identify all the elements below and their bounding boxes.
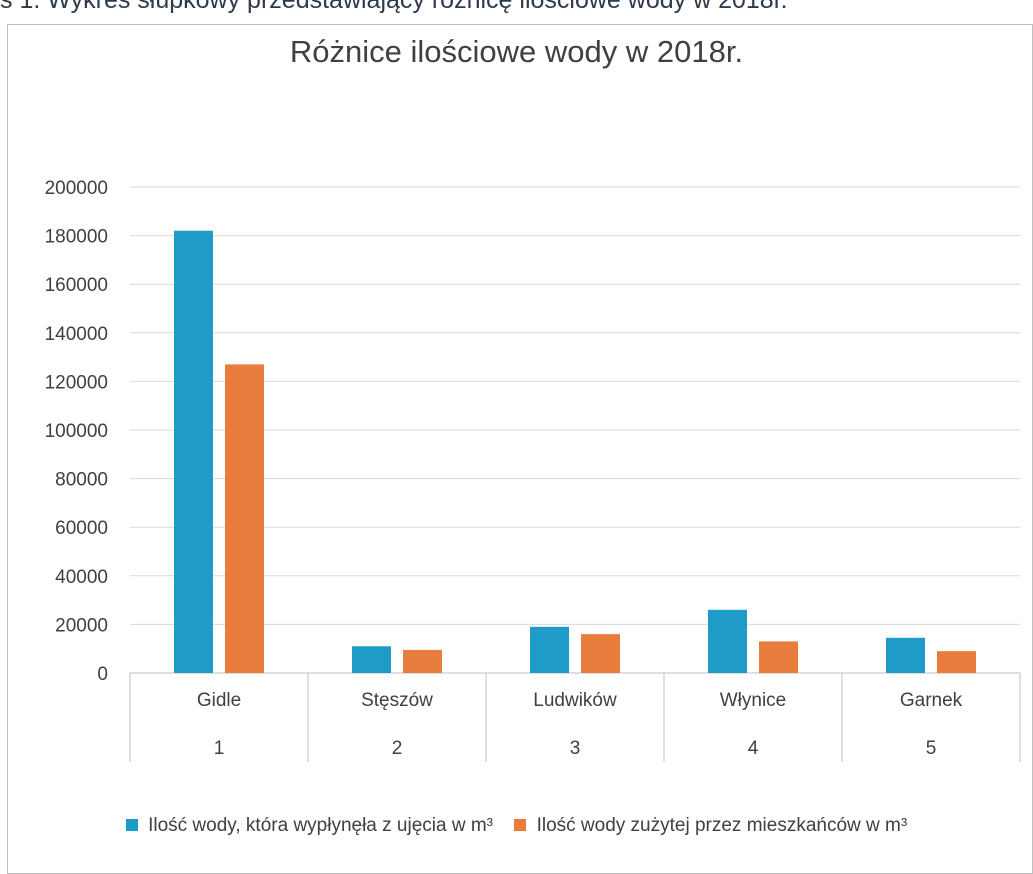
y-tick-label: 0 [97,664,108,685]
chart-legend: Ilość wody, która wypłynęła z ujęcia w m… [0,815,1033,837]
figure-caption: s 1. Wykres słupkowy przedstawiający róż… [0,0,788,14]
bar-series-1 [708,609,747,673]
x-category-label: Garnek [900,690,963,711]
bar-series-1 [174,230,213,674]
bar-series-2 [581,634,620,673]
y-tick-label: 120000 [45,372,108,393]
y-tick-label: 180000 [45,227,108,248]
bar-series-1 [352,646,391,673]
chart-title: Różnice ilościowe wody w 2018r. [289,34,744,69]
x-category-number: 2 [392,738,403,759]
y-tick-label: 60000 [55,518,108,539]
bar-series-2 [403,649,442,673]
legend-label-series-2: Ilość wody zużytej przez mieszkańców w m… [536,815,908,836]
bar-series-2 [759,641,798,673]
y-tick-label: 40000 [55,567,108,588]
x-category-label: Włynice [720,690,787,711]
y-tick-label: 200000 [45,178,108,199]
bar-series-2 [937,651,976,673]
legend-item-series-2: Ilość wody zużytej przez mieszkańców w m… [514,815,907,837]
x-category-number: 4 [748,738,759,759]
bar-series-1 [530,626,569,673]
y-tick-label: 160000 [45,275,108,296]
x-category-number: 5 [926,738,937,759]
bar-series-2 [225,364,264,673]
bar-series-1 [886,637,925,673]
x-category-label: Gidle [197,690,241,711]
legend-label-series-1: Ilość wody, która wypłynęła z ujęcia w m… [148,815,494,836]
y-tick-label: 100000 [45,421,108,442]
bar-chart: 0 20000 40000 60000 80000 100000 120000 140000 1… [45,178,1021,762]
legend-swatch-series-2 [514,819,527,831]
x-category-number: 1 [214,738,225,759]
y-tick-label: 20000 [55,615,108,636]
y-tick-label: 80000 [55,470,108,491]
x-category-label: Stęszów [361,690,433,711]
x-category-label: Ludwików [533,690,617,711]
legend-swatch-series-1 [125,819,138,831]
x-category-number: 3 [570,738,581,759]
legend-item-series-1: Ilość wody, która wypłynęła z ujęcia w m… [125,815,494,837]
y-tick-label: 140000 [45,324,108,345]
